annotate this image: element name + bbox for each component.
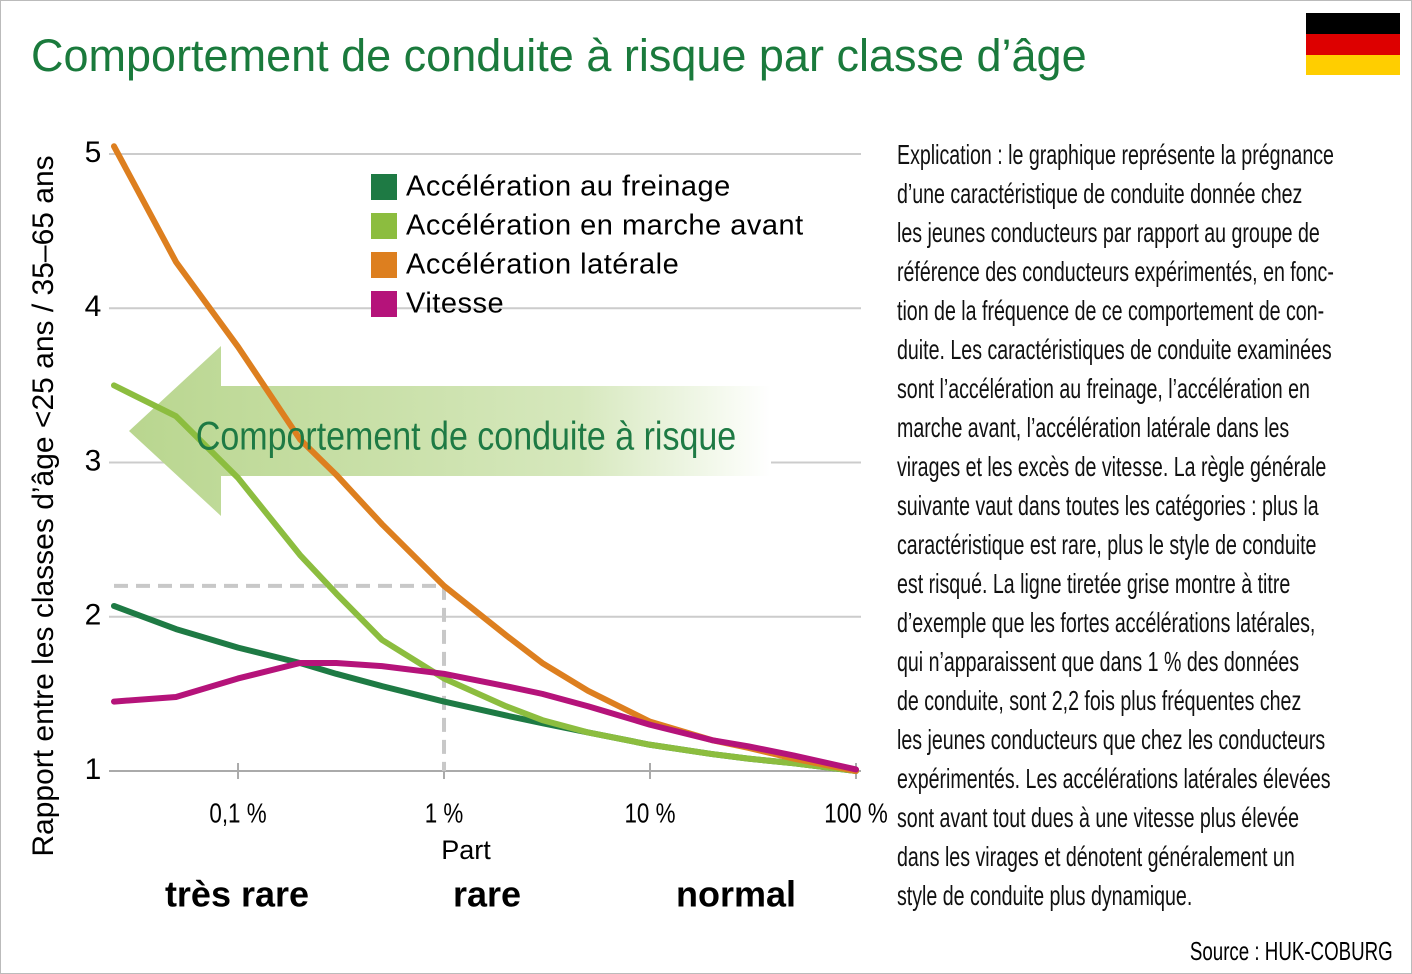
reference-line xyxy=(114,583,447,771)
source: Source : HUK-COBURG xyxy=(1190,936,1393,966)
explanation-line: de conduite, sont 2,2 fois plus fréquent… xyxy=(897,685,1302,716)
explanation-line: duite. Les caractéristiques de conduite … xyxy=(897,334,1332,365)
explanation-line: Explication : le graphique représente la… xyxy=(897,139,1334,170)
zone-label: rare xyxy=(453,874,521,915)
legend-swatch xyxy=(371,174,397,200)
flag-gold xyxy=(1306,55,1400,75)
x-tick-label: 100 % xyxy=(824,798,887,829)
explanation-line: caractéristique est rare, plus le style … xyxy=(897,529,1317,560)
risk-arrow xyxy=(129,346,771,516)
explanation-line: référence des conducteurs expérimentés, … xyxy=(897,256,1334,287)
explanation-line: marche avant, l’accélération latérale da… xyxy=(897,412,1290,443)
flag-black xyxy=(1306,13,1400,34)
legend-swatch xyxy=(371,213,397,239)
zone-label: très rare xyxy=(165,874,309,915)
explanation-line: tion de la fréquence de ce comportement … xyxy=(897,295,1325,326)
chart-title: Comportement de conduite à risque par cl… xyxy=(31,30,1087,81)
y-tick-label: 2 xyxy=(85,599,102,632)
legend-label: Accélération au freinage xyxy=(406,171,731,203)
series-line xyxy=(111,382,859,774)
legend-label: Accélération en marche avant xyxy=(406,210,804,242)
legend-swatch xyxy=(371,291,397,317)
y-tick-label: 4 xyxy=(85,290,102,323)
explanation-line: les jeunes conducteurs par rapport au gr… xyxy=(897,217,1320,248)
explanation-line: expérimentés. Les accélérations latérale… xyxy=(897,763,1331,794)
arrow-label: Comportement de conduite à risque xyxy=(196,413,736,458)
y-tick-label: 5 xyxy=(85,136,102,169)
explanation-line: style de conduite plus dynamique. xyxy=(897,880,1193,911)
x-axis-label: Part xyxy=(441,835,491,865)
explanation-line: qui n’apparaissent que dans 1 % des donn… xyxy=(897,646,1300,677)
legend-swatch xyxy=(371,252,397,278)
series-line xyxy=(111,660,859,773)
legend-label: Accélération latérale xyxy=(406,249,679,281)
explanation-line: suivante vaut dans toutes les catégories… xyxy=(897,490,1319,521)
explanation-line: d’une caractéristique de conduite donnée… xyxy=(897,178,1303,209)
explanation-line: est risqué. La ligne tiretée grise montr… xyxy=(897,568,1291,599)
explanation-line: sont avant tout dues à une vitesse plus … xyxy=(897,802,1300,833)
y-tick-label: 1 xyxy=(85,753,102,786)
zone-label: normal xyxy=(676,874,796,915)
x-tick-label: 1 % xyxy=(425,798,464,829)
legend-label: Vitesse xyxy=(406,288,504,320)
explanation-line: sont l’accélération au freinage, l’accél… xyxy=(897,373,1310,404)
y-axis-label: Rapport entre les classes d’âge <25 ans … xyxy=(27,155,60,856)
explanation-line: d’exemple que les fortes accélérations l… xyxy=(897,607,1316,638)
y-tick-label: 3 xyxy=(85,444,102,477)
x-tick-label: 0,1 % xyxy=(209,798,266,829)
x-tick-label: 10 % xyxy=(624,798,675,829)
flag-red xyxy=(1306,34,1400,55)
explanation-line: les jeunes conducteurs que chez les cond… xyxy=(897,724,1326,755)
explanation-line: dans les virages et dénotent généralemen… xyxy=(897,841,1295,872)
explanation-line: virages et les excès de vitesse. La règl… xyxy=(897,451,1327,482)
